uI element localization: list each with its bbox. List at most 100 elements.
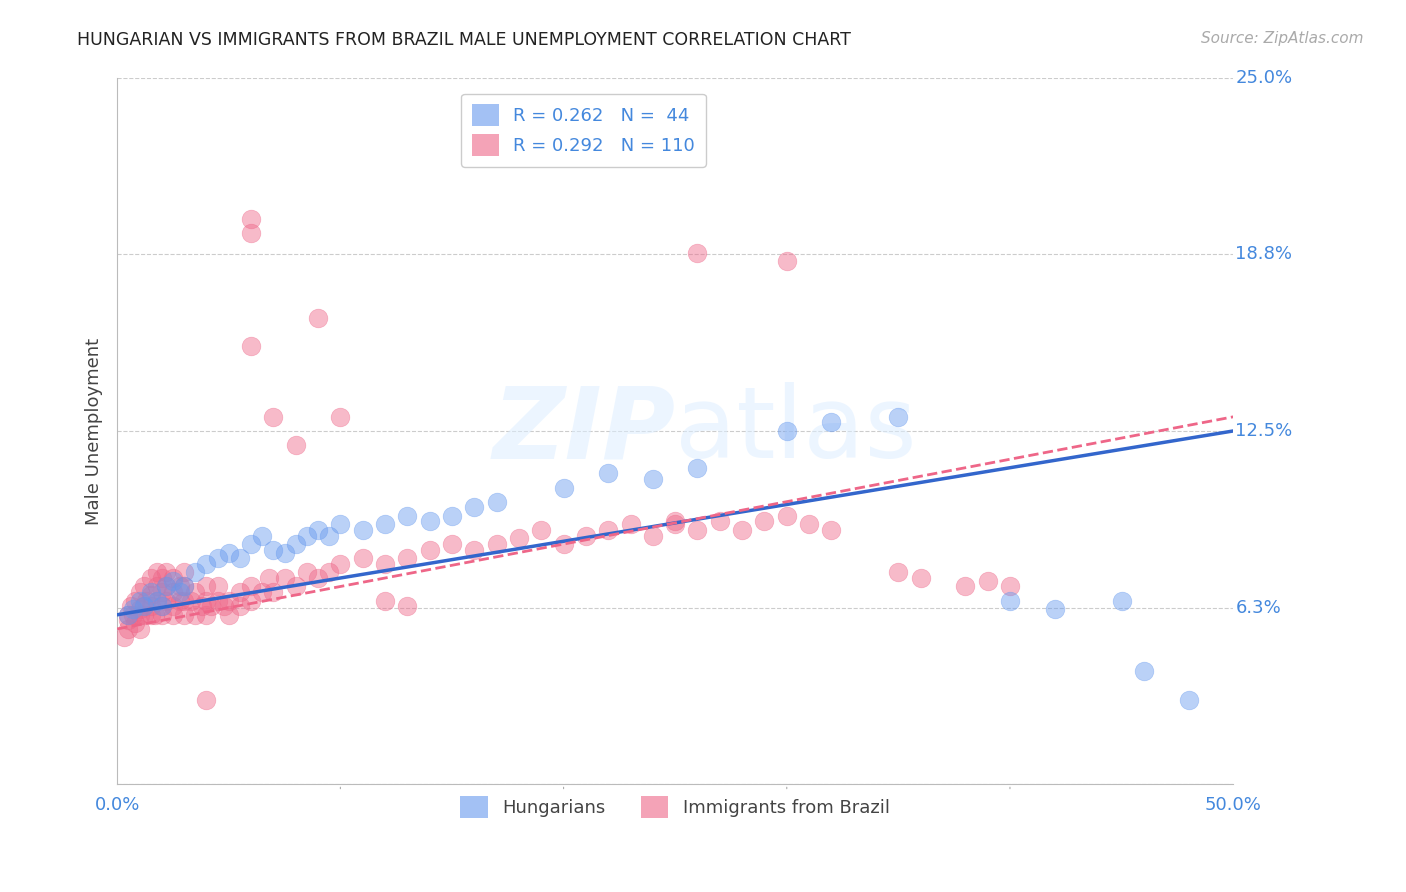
Point (295, 528, 318, 542)
Point (1133, 665, 1156, 679)
Point (273, 545, 295, 559)
Point (200, 599, 222, 614)
Point (169, 580, 191, 594)
Point (307, 523, 329, 537)
Text: 12.5%: 12.5% (1236, 422, 1292, 440)
Point (128, 602, 150, 616)
Point (820, 416, 842, 430)
Point (155, 580, 177, 594)
Point (169, 585, 191, 599)
Point (776, 254, 799, 268)
Point (374, 593, 396, 607)
Y-axis label: Male Unemployment: Male Unemployment (86, 337, 103, 524)
Point (184, 566, 207, 580)
Point (797, 517, 820, 532)
Point (150, 571, 173, 585)
Point (229, 599, 252, 614)
Point (240, 593, 263, 607)
Point (374, 557, 396, 571)
Point (117, 607, 139, 622)
Point (776, 508, 799, 523)
Point (307, 571, 329, 585)
Point (218, 593, 240, 607)
Text: 0.0%: 0.0% (94, 796, 139, 814)
Point (229, 585, 252, 599)
Point (820, 523, 842, 537)
Point (150, 607, 173, 622)
Point (162, 571, 184, 585)
Point (262, 542, 284, 557)
Point (195, 593, 218, 607)
Point (124, 593, 146, 607)
Point (530, 523, 553, 537)
Point (329, 409, 352, 424)
Point (117, 607, 139, 622)
Point (284, 438, 307, 452)
Point (139, 585, 162, 599)
Point (146, 593, 169, 607)
Text: 6.3%: 6.3% (1236, 599, 1281, 616)
Point (686, 245, 709, 260)
Point (132, 607, 155, 622)
Point (150, 599, 173, 614)
Point (731, 523, 754, 537)
Point (910, 571, 932, 585)
Point (240, 339, 263, 353)
Point (155, 580, 177, 594)
Point (218, 607, 240, 622)
Point (195, 607, 218, 622)
Point (207, 551, 229, 566)
Point (508, 532, 530, 546)
Point (485, 494, 508, 508)
Point (419, 515, 441, 529)
Point (976, 574, 998, 588)
Text: 50.0%: 50.0% (1205, 796, 1261, 814)
Point (139, 599, 162, 614)
Point (128, 607, 150, 622)
Point (664, 515, 686, 529)
Point (146, 580, 169, 594)
Point (1111, 593, 1133, 607)
Point (146, 566, 169, 580)
Point (776, 424, 799, 438)
Point (150, 585, 173, 599)
Point (139, 588, 162, 602)
Point (295, 566, 318, 580)
Point (150, 599, 173, 614)
Point (117, 614, 139, 628)
Text: HUNGARIAN VS IMMIGRANTS FROM BRAZIL MALE UNEMPLOYMENT CORRELATION CHART: HUNGARIAN VS IMMIGRANTS FROM BRAZIL MALE… (77, 31, 851, 49)
Point (887, 566, 910, 580)
Point (273, 571, 295, 585)
Point (329, 517, 352, 532)
Point (184, 585, 207, 599)
Point (173, 580, 195, 594)
Point (641, 528, 664, 542)
Point (195, 692, 218, 706)
Text: ZIP: ZIP (492, 383, 675, 480)
Point (146, 593, 169, 607)
Point (257, 571, 280, 585)
Point (754, 515, 776, 529)
Point (121, 607, 143, 622)
Point (132, 580, 155, 594)
Point (180, 593, 202, 607)
Text: 18.8%: 18.8% (1236, 245, 1292, 263)
Point (155, 593, 177, 607)
Text: Source: ZipAtlas.com: Source: ZipAtlas.com (1201, 31, 1364, 46)
Point (440, 537, 463, 551)
Point (240, 537, 263, 551)
Point (955, 580, 977, 594)
Point (128, 585, 150, 599)
Point (207, 593, 229, 607)
Point (553, 537, 575, 551)
Point (195, 580, 218, 594)
Point (135, 593, 157, 607)
Text: atlas: atlas (675, 383, 917, 480)
Point (419, 542, 441, 557)
Point (463, 500, 485, 515)
Point (307, 310, 329, 325)
Point (117, 622, 139, 636)
Point (396, 599, 419, 614)
Point (128, 622, 150, 636)
Point (207, 580, 229, 594)
